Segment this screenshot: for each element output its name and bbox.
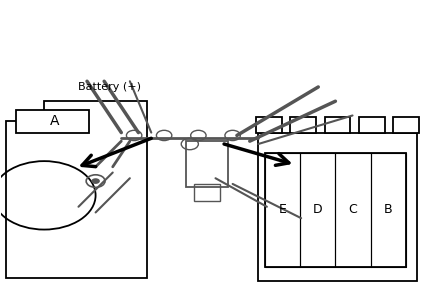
Bar xyxy=(299,153,335,267)
Bar xyxy=(264,153,405,267)
Text: D: D xyxy=(312,203,322,216)
Bar xyxy=(335,153,370,267)
Bar xyxy=(255,117,281,132)
Bar xyxy=(370,153,405,267)
Bar xyxy=(258,132,416,281)
Circle shape xyxy=(91,178,100,184)
Text: A: A xyxy=(50,114,59,128)
Text: Battery (+): Battery (+) xyxy=(78,82,141,92)
Bar xyxy=(290,117,315,132)
Bar xyxy=(194,184,219,201)
Bar xyxy=(358,117,384,132)
Bar xyxy=(392,117,418,132)
Text: E: E xyxy=(278,203,286,216)
Bar xyxy=(16,110,89,132)
Bar xyxy=(185,141,228,187)
Bar xyxy=(324,117,350,132)
Polygon shape xyxy=(6,101,147,278)
Text: C: C xyxy=(348,203,356,216)
Text: B: B xyxy=(383,203,392,216)
Bar xyxy=(264,153,299,267)
